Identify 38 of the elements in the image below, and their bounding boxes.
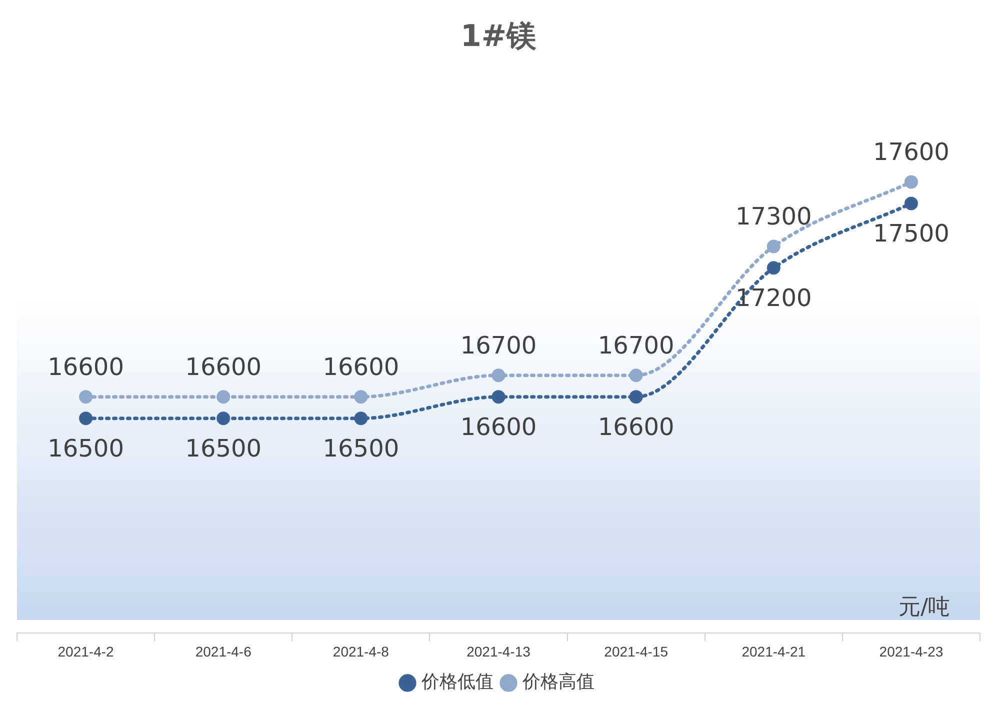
data-label: 17600 <box>873 138 950 166</box>
x-tick-label: 2021-4-21 <box>742 643 806 660</box>
point <box>629 368 643 382</box>
x-tick-label: 2021-4-13 <box>466 643 531 660</box>
point <box>492 390 506 404</box>
point <box>216 390 230 404</box>
legend-label: 价格高值 <box>522 672 594 693</box>
data-label: 16500 <box>48 434 124 463</box>
x-tick-label: 2021-4-2 <box>58 643 114 660</box>
x-tick-label: 2021-4-23 <box>879 643 944 660</box>
data-label: 16600 <box>185 353 262 382</box>
x-tick-label: 2021-4-8 <box>332 643 390 660</box>
point <box>354 390 368 404</box>
legend-label: 价格低值 <box>420 672 494 693</box>
point <box>766 261 780 275</box>
x-tick-label: 2021-4-15 <box>604 643 668 660</box>
data-label: 16500 <box>185 434 262 463</box>
chart-title: 1#镁 <box>460 18 538 54</box>
point <box>492 368 506 382</box>
point <box>216 412 230 426</box>
point <box>79 390 93 404</box>
x-tick-label: 2021-4-6 <box>195 643 252 660</box>
data-label: 16700 <box>460 332 537 360</box>
data-label: 17300 <box>735 202 812 231</box>
data-label: 17500 <box>873 220 950 248</box>
data-label: 16500 <box>322 434 400 463</box>
text: 元/吨 <box>898 594 950 620</box>
point <box>354 412 368 426</box>
point <box>79 412 93 426</box>
data-label: 16600 <box>598 413 674 442</box>
point <box>629 390 643 404</box>
data-label: 16600 <box>48 353 124 382</box>
point <box>766 240 780 254</box>
point <box>904 196 918 210</box>
data-label: 16600 <box>460 413 537 442</box>
data-label: 16600 <box>322 353 400 382</box>
data-label: 16700 <box>598 332 674 360</box>
point <box>904 175 918 189</box>
